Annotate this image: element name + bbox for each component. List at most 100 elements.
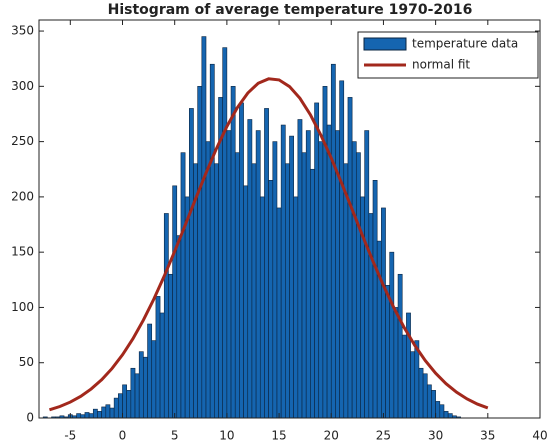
bar [234, 152, 240, 419]
bar [301, 152, 307, 419]
x-tick-label: -5 [64, 429, 76, 443]
bar [355, 152, 361, 419]
bar [330, 63, 336, 419]
bar [368, 213, 374, 419]
y-tick-label: 200 [11, 189, 34, 203]
x-tick-label: 25 [376, 429, 391, 443]
bar [84, 412, 90, 419]
bar [293, 196, 299, 419]
bar [168, 273, 173, 419]
x-tick-label: 5 [171, 429, 179, 443]
y-tick-label: 50 [19, 355, 34, 369]
bar [201, 36, 207, 419]
bar [105, 404, 111, 419]
x-tick-label: 30 [428, 429, 443, 443]
bar [143, 356, 148, 419]
bar [343, 163, 349, 419]
bar [255, 130, 261, 419]
bar [439, 404, 445, 419]
bar [305, 130, 311, 419]
bar [326, 124, 332, 419]
bar [310, 168, 315, 419]
bar [297, 119, 303, 419]
y-tick-label: 100 [11, 300, 34, 314]
bar [184, 196, 190, 419]
bar [92, 408, 98, 419]
bar [151, 340, 157, 419]
bar [289, 135, 294, 419]
bar [214, 163, 219, 419]
bar [322, 86, 328, 419]
x-tick-label: 20 [324, 429, 339, 443]
x-tick-label: 0 [119, 429, 127, 443]
legend-label: normal fit [412, 58, 470, 72]
y-tick-label: 300 [11, 79, 34, 93]
bar [259, 196, 265, 419]
x-tick-label: 40 [532, 429, 547, 443]
bar [155, 296, 161, 419]
bar [393, 307, 399, 419]
bar [109, 407, 115, 419]
legend-swatch [363, 37, 407, 51]
bar [351, 141, 357, 419]
chart-title: Histogram of average temperature 1970-20… [108, 2, 473, 18]
bar [268, 180, 274, 419]
bar [243, 185, 249, 419]
bar [113, 397, 119, 419]
bar [138, 351, 144, 419]
bar [272, 141, 278, 419]
legend-label: temperature data [412, 37, 518, 51]
bar [381, 207, 386, 419]
bar [397, 273, 403, 419]
bar [247, 119, 253, 419]
x-tick-label: 35 [480, 429, 495, 443]
bar [401, 334, 407, 419]
bar [389, 251, 395, 419]
bar [376, 240, 382, 419]
bar [172, 185, 178, 419]
bar [443, 411, 449, 419]
bar [122, 384, 127, 419]
bar [176, 235, 182, 419]
bar [426, 384, 432, 419]
bar [147, 323, 153, 419]
bar [230, 86, 236, 419]
bar [222, 47, 228, 419]
bar [189, 108, 194, 419]
bar [347, 97, 353, 419]
bar [205, 141, 211, 419]
bar [264, 108, 269, 419]
bar [88, 413, 94, 419]
bar [285, 163, 290, 419]
y-tick-label: 350 [11, 24, 34, 38]
bar [372, 180, 378, 419]
fit-line [48, 77, 489, 412]
bar [126, 390, 132, 419]
bar [314, 102, 320, 419]
bar [364, 130, 370, 419]
bar [209, 63, 215, 419]
bar [431, 390, 436, 419]
bar [422, 373, 428, 419]
bar [134, 373, 140, 419]
x-tick-label: 15 [271, 429, 286, 443]
bar [180, 152, 186, 419]
bar [76, 413, 82, 419]
bar [197, 86, 203, 419]
bar [418, 367, 424, 419]
bar [385, 285, 390, 419]
bar [435, 401, 441, 419]
y-tick-label: 250 [11, 134, 34, 148]
bar [447, 413, 453, 419]
bar [101, 406, 107, 419]
bar [118, 393, 123, 419]
bar [130, 367, 136, 419]
bar [251, 163, 257, 419]
bar [276, 207, 282, 419]
x-tick-label: 10 [219, 429, 234, 443]
bar [339, 80, 345, 419]
bar [410, 351, 416, 419]
bar [226, 130, 232, 419]
